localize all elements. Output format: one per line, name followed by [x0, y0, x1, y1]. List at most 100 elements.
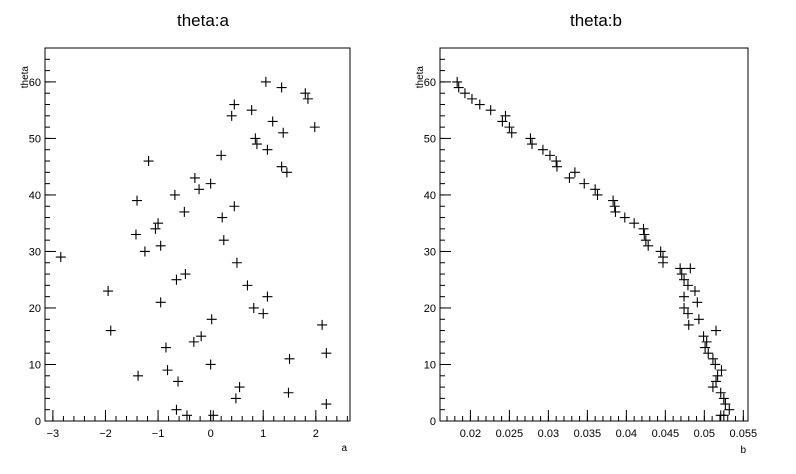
x-tick-label: −1: [152, 428, 165, 440]
data-point-marker: [229, 99, 240, 110]
data-point-marker: [300, 88, 311, 99]
x-tick-label: 0.035: [574, 428, 602, 440]
data-point-marker: [258, 308, 269, 319]
data-point-marker: [679, 274, 690, 285]
data-point-marker: [676, 269, 687, 280]
data-point-marker: [640, 235, 651, 246]
data-point-marker: [143, 156, 154, 167]
data-point-marker: [506, 127, 517, 138]
data-point-marker: [278, 127, 289, 138]
x-tick-label: 1: [260, 428, 266, 440]
y-tick-label: 40: [29, 190, 41, 202]
data-point-marker: [205, 359, 216, 370]
data-point-marker: [655, 246, 666, 257]
data-point-marker: [229, 201, 240, 212]
data-point-marker: [169, 189, 180, 200]
data-point-marker: [173, 376, 184, 387]
data-point-marker: [155, 240, 166, 251]
data-point-marker: [281, 167, 292, 178]
data-point-marker: [679, 302, 690, 313]
data-point-marker: [132, 195, 143, 206]
data-point-marker: [55, 252, 66, 263]
y-tick-label: 60: [424, 77, 436, 89]
y-tick-label: 30: [424, 246, 436, 258]
data-point-marker: [153, 218, 164, 229]
data-point-marker: [592, 189, 603, 200]
data-point-marker: [701, 336, 712, 347]
data-point-marker: [179, 206, 190, 217]
data-point-marker: [590, 184, 601, 195]
data-point-marker: [262, 291, 273, 302]
y-tick-label: 10: [424, 359, 436, 371]
data-point-marker: [500, 110, 511, 121]
data-point-marker: [321, 399, 332, 410]
x-tick-label: 2: [313, 428, 319, 440]
data-point-marker: [504, 122, 515, 133]
data-point-marker: [284, 353, 295, 364]
y-tick-label: 50: [424, 133, 436, 145]
data-point-marker: [459, 88, 470, 99]
data-point-marker: [718, 393, 729, 404]
data-point-marker: [226, 110, 237, 121]
data-point-marker: [638, 223, 649, 234]
data-point-marker: [682, 280, 693, 291]
data-point-marker: [537, 144, 548, 155]
data-point-marker: [246, 105, 257, 116]
data-point-marker: [683, 319, 694, 330]
data-point-marker: [551, 156, 562, 167]
data-point-marker: [711, 325, 722, 336]
data-point-marker: [452, 76, 463, 87]
y-axis-label: theta: [415, 66, 426, 89]
data-point-marker: [474, 99, 485, 110]
data-point-marker: [103, 286, 114, 297]
data-point-marker: [485, 105, 496, 116]
data-point-marker: [230, 393, 241, 404]
data-point-marker: [679, 291, 690, 302]
x-tick-label: 0.045: [652, 428, 680, 440]
data-point-marker: [217, 212, 228, 223]
data-point-marker: [675, 263, 686, 274]
y-tick-label: 20: [29, 303, 41, 315]
data-point-marker: [139, 246, 150, 257]
x-axis-label: b: [740, 445, 746, 456]
data-point-marker: [105, 325, 116, 336]
data-point-marker: [682, 308, 693, 319]
data-point-marker: [162, 365, 173, 376]
data-point-marker: [720, 399, 731, 410]
y-tick-label: 0: [430, 416, 436, 428]
x-tick-label: −2: [99, 428, 112, 440]
data-point-marker: [609, 201, 620, 212]
data-point-marker: [251, 139, 262, 150]
data-point-marker: [242, 280, 253, 291]
data-point-marker: [551, 161, 562, 172]
data-point-marker: [250, 133, 261, 144]
data-point-marker: [216, 150, 227, 161]
data-point-marker: [205, 178, 216, 189]
data-point-marker: [248, 302, 259, 313]
data-point-marker: [302, 93, 313, 104]
data-point-marker: [608, 195, 619, 206]
y-tick-label: 30: [29, 246, 41, 258]
data-point-marker: [160, 342, 171, 353]
chart-title: theta:a: [177, 11, 230, 30]
data-point-marker: [206, 314, 217, 325]
data-point-marker: [711, 376, 722, 387]
y-tick-label: 20: [424, 303, 436, 315]
x-tick-label: 0.02: [460, 428, 481, 440]
data-point-marker: [309, 122, 320, 133]
data-point-marker: [283, 387, 294, 398]
data-point-marker: [208, 410, 219, 421]
data-point-marker: [180, 269, 191, 280]
x-tick-label: 0: [208, 428, 214, 440]
data-point-marker: [579, 178, 590, 189]
data-point-marker: [544, 150, 555, 161]
data-point-marker: [715, 387, 726, 398]
data-point-marker: [643, 240, 654, 251]
y-tick-label: 60: [29, 77, 41, 89]
data-point-marker: [710, 359, 721, 370]
y-axis-label: theta: [20, 66, 31, 89]
data-point-marker: [196, 331, 207, 342]
